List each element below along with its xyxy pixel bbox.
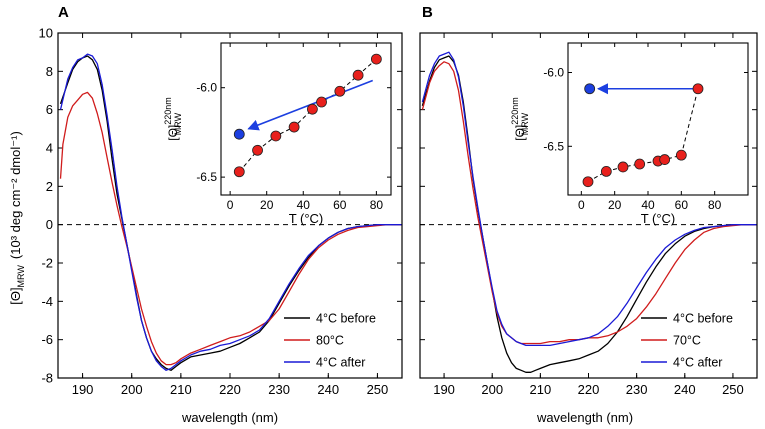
- x-tick-label: 250: [722, 382, 744, 397]
- inset-heating-point: [634, 158, 646, 170]
- inset-x-tick-label: 60: [675, 198, 689, 212]
- x-tick-label: 200: [121, 382, 143, 397]
- inset-cooled-point: [584, 83, 596, 95]
- panel-b-frame: [419, 32, 758, 379]
- x-tick-label: 200: [481, 382, 503, 397]
- inset-x-tick-label: 20: [608, 198, 622, 212]
- panel-b-legend: 4°C before 70°C 4°C after: [641, 312, 733, 370]
- x-tick-label: 240: [674, 382, 696, 397]
- legend-label: 80°C: [316, 334, 344, 348]
- panel-label-a: A: [58, 4, 69, 21]
- panel-b-series: [421, 51, 757, 373]
- legend-label: 4°C after: [673, 356, 722, 370]
- legend-label: 4°C after: [316, 356, 365, 370]
- inset-heating-point: [233, 166, 245, 178]
- inset-heating-point: [270, 130, 282, 142]
- inset-x-tick-label: 80: [370, 198, 384, 212]
- x-tick-label: 190: [433, 382, 455, 397]
- inset-heating-point: [675, 149, 687, 161]
- y-tick-label: -6: [41, 332, 53, 347]
- x-tick-label: 210: [530, 382, 552, 397]
- x-tick-label: 220: [578, 382, 600, 397]
- y-tick-label: -8: [41, 371, 53, 386]
- inset-y-label-prefix: [Θ]: [166, 125, 180, 141]
- inset-heating-point: [306, 103, 318, 115]
- series-line-4-c-after: [421, 51, 757, 347]
- inset-x-axis-label: T (°C): [641, 211, 676, 226]
- y-tick-label: -2: [41, 256, 53, 271]
- panel-a-frame: [57, 32, 403, 379]
- inset-y-tick-label: -6.5: [543, 139, 564, 153]
- x-axis-label-a: wavelength (nm): [181, 410, 278, 425]
- x-tick-label: 210: [170, 382, 192, 397]
- inset-y-label-prefix: [Θ]: [513, 125, 527, 141]
- legend-label: 4°C before: [316, 312, 376, 326]
- inset-heating-point: [582, 176, 594, 188]
- x-tick-label: 240: [317, 382, 339, 397]
- panel-a-inset: 0 20 40 60 80 -6.5 -6.0 T (°C) [Θ]220nmMRW: [163, 42, 392, 226]
- legend-label: 4°C before: [673, 312, 733, 326]
- inset-heating-point: [288, 121, 300, 133]
- inset-heating-point: [600, 165, 612, 177]
- inset-y-label-sup: 220nm: [510, 97, 520, 125]
- inset-x-tick-label: 80: [708, 198, 722, 212]
- y-tick-label: -4: [41, 294, 53, 309]
- inset-x-tick-label: 40: [297, 198, 311, 212]
- y-tick-label: 4: [46, 141, 53, 156]
- series-line-80-c: [59, 91, 402, 366]
- y-tick-label: 0: [46, 217, 53, 232]
- inset-heating-point: [617, 161, 629, 173]
- inset-x-tick-label: 40: [641, 198, 655, 212]
- series-line-4-c-after: [59, 53, 402, 371]
- inset-frame: [220, 42, 392, 196]
- panel-label-b: B: [422, 4, 433, 21]
- y-tick-label: 8: [46, 64, 53, 79]
- panel-b: 190 200 210 220 230 240 250 4°C before70°C4°C …: [419, 32, 758, 397]
- inset-y-tick-label: -6.0: [543, 66, 564, 80]
- x-tick-label: 230: [626, 382, 648, 397]
- inset-heating-point: [370, 53, 382, 65]
- inset-x-tick-label: 0: [578, 198, 585, 212]
- x-axis-label-b: wavelength (nm): [536, 410, 633, 425]
- panel-a-series: [59, 53, 402, 371]
- inset-x-axis-label: T (°C): [289, 211, 324, 226]
- inset-frame: [567, 42, 749, 196]
- x-tick-label: 220: [219, 382, 241, 397]
- y-tick-label: 6: [46, 102, 53, 117]
- panel-b-inset: 0 20 40 60 80 -6.5 -6.0 T (°C) [Θ]220nmMRW: [510, 42, 749, 226]
- inset-heating-point: [352, 69, 364, 81]
- inset-y-label-sub: MRW: [173, 112, 183, 135]
- x-tick-label: 190: [72, 382, 94, 397]
- inset-heating-point: [692, 83, 704, 95]
- inset-heating-point: [252, 144, 263, 156]
- y-tick-label: 2: [46, 179, 53, 194]
- series-line-70-c: [421, 61, 757, 345]
- inset-x-tick-label: 0: [227, 198, 234, 212]
- legend-label: 70°C: [673, 334, 701, 348]
- y-tick-label: 10: [39, 26, 53, 41]
- inset-heating-point: [659, 154, 671, 165]
- inset-y-axis-label: [Θ]220nmMRW: [163, 97, 183, 141]
- inset-y-tick-label: -6.0: [196, 81, 217, 95]
- inset-y-label-sub: MRW: [520, 112, 530, 135]
- inset-y-axis-label: [Θ]220nmMRW: [510, 97, 530, 141]
- inset-heating-point: [334, 85, 346, 97]
- panel-a-legend: 4°C before 80°C 4°C after: [284, 312, 376, 370]
- inset-heating-line: [238, 58, 377, 173]
- inset-heating-point: [316, 96, 327, 108]
- x-tick-label: 230: [268, 382, 290, 397]
- inset-cooled-point: [233, 128, 245, 140]
- inset-x-tick-label: 60: [333, 198, 347, 212]
- inset-x-tick-label: 20: [260, 198, 274, 212]
- inset-y-label-sup: 220nm: [163, 97, 173, 125]
- x-tick-label: 250: [367, 382, 389, 397]
- inset-y-tick-label: -6.5: [196, 170, 217, 184]
- y-axis-label: [Θ]MRW(10³ deg cm⁻² dmol⁻¹): [8, 131, 26, 305]
